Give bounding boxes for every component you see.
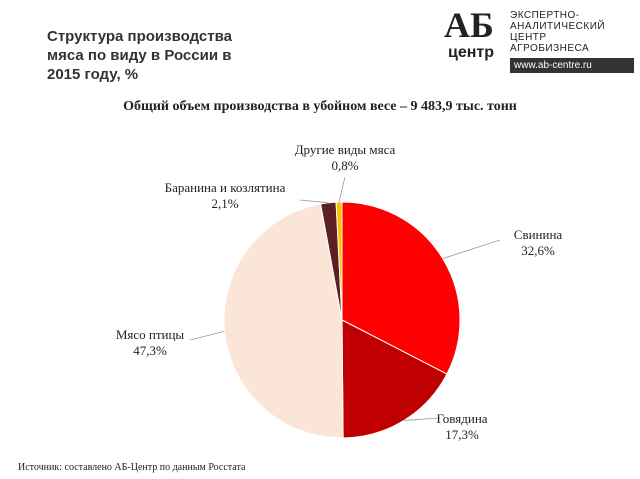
leader-line	[299, 199, 329, 204]
slice-value: 47,3%	[133, 343, 167, 358]
slice-value: 0,8%	[331, 158, 358, 173]
leader-line	[403, 417, 441, 421]
logo-line: АГРОБИЗНЕСА	[510, 43, 590, 54]
pie-slice	[341, 319, 448, 439]
slice-label: Свинина	[514, 227, 563, 242]
page-title: Структура производства мяса по виду в Ро…	[47, 28, 232, 83]
source-note: Источник: составлено АБ-Центр по данным …	[18, 462, 246, 473]
pie-slice	[341, 201, 461, 375]
slice-label: Мясо птицы	[116, 327, 185, 342]
pie-slice	[335, 201, 343, 321]
logo-sub: центр	[448, 44, 495, 61]
logo-url: www.ab-centre.ru	[510, 58, 634, 73]
slice-value: 17,3%	[445, 427, 479, 442]
leader-line	[442, 239, 501, 259]
slice-label: Баранина и козлятина	[165, 180, 286, 195]
leader-line	[189, 330, 225, 341]
slice-value: 32,6%	[521, 243, 555, 258]
slice-label: Говядина	[436, 411, 487, 426]
slice-value: 2,1%	[211, 196, 238, 211]
logo-line: ЦЕНТР	[510, 32, 547, 43]
pie-slice	[223, 203, 344, 439]
leader-line	[338, 176, 346, 203]
logo-text: ЭКСПЕРТНО- АНАЛИТИЧЕСКИЙ ЦЕНТР АГРОБИЗНЕ…	[510, 10, 605, 54]
logo: АБ центр ЭКСПЕРТНО- АНАЛИТИЧЕСКИЙ ЦЕНТР …	[440, 5, 634, 74]
slice-label: Другие виды мяса	[295, 142, 396, 157]
logo-line: АНАЛИТИЧЕСКИЙ	[510, 21, 606, 32]
logo-mark: АБ	[444, 5, 494, 45]
logo-line: ЭКСПЕРТНО-	[510, 10, 580, 21]
chart-title: Общий объем производства в убойном весе …	[123, 99, 517, 114]
